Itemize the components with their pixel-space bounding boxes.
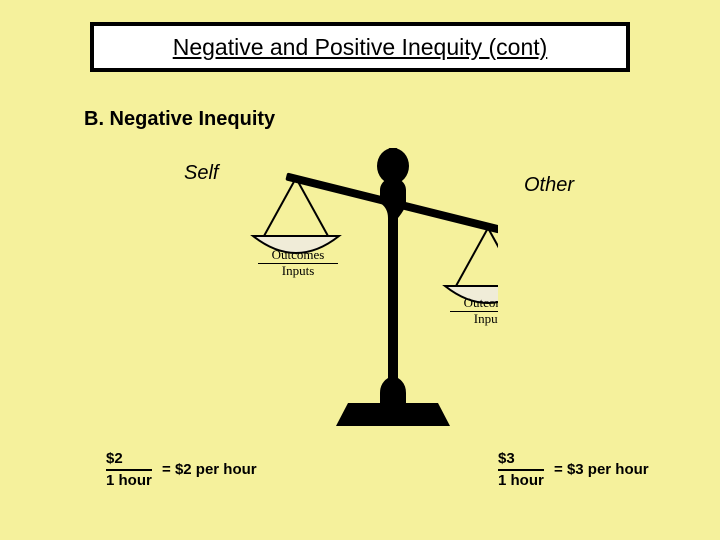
section-heading: B. Negative Inequity [84,108,275,131]
self-numerator: $2 [106,450,152,471]
other-numerator: $3 [498,450,544,471]
title-box: Negative and Positive Inequity (cont) [90,22,630,72]
self-label: Self [184,162,218,185]
other-denominator: 1 hour [498,471,544,490]
other-result: = $3 per hour [548,461,649,479]
balance-scale-icon: Outcomes Inputs Outcomes Inputs [238,148,498,428]
page-title: Negative and Positive Inequity (cont) [173,34,548,61]
self-fraction: $2 1 hour [106,450,152,490]
self-equation: $2 1 hour = $2 per hour [106,450,366,490]
self-denominator: 1 hour [106,471,152,490]
self-result: = $2 per hour [156,461,257,479]
ratio-numerator: Outcomes [450,296,498,312]
ratio-numerator: Outcomes [258,248,338,264]
other-fraction: $3 1 hour [498,450,544,490]
ratio-denominator: Inputs [450,312,498,326]
other-label: Other [524,174,574,197]
balance-scale-diagram: Outcomes Inputs Outcomes Inputs [238,148,498,428]
other-equation: $3 1 hour = $3 per hour [498,450,720,490]
right-ratio-label: Outcomes Inputs [450,296,498,325]
ratio-denominator: Inputs [258,264,338,278]
left-ratio-label: Outcomes Inputs [258,248,338,277]
